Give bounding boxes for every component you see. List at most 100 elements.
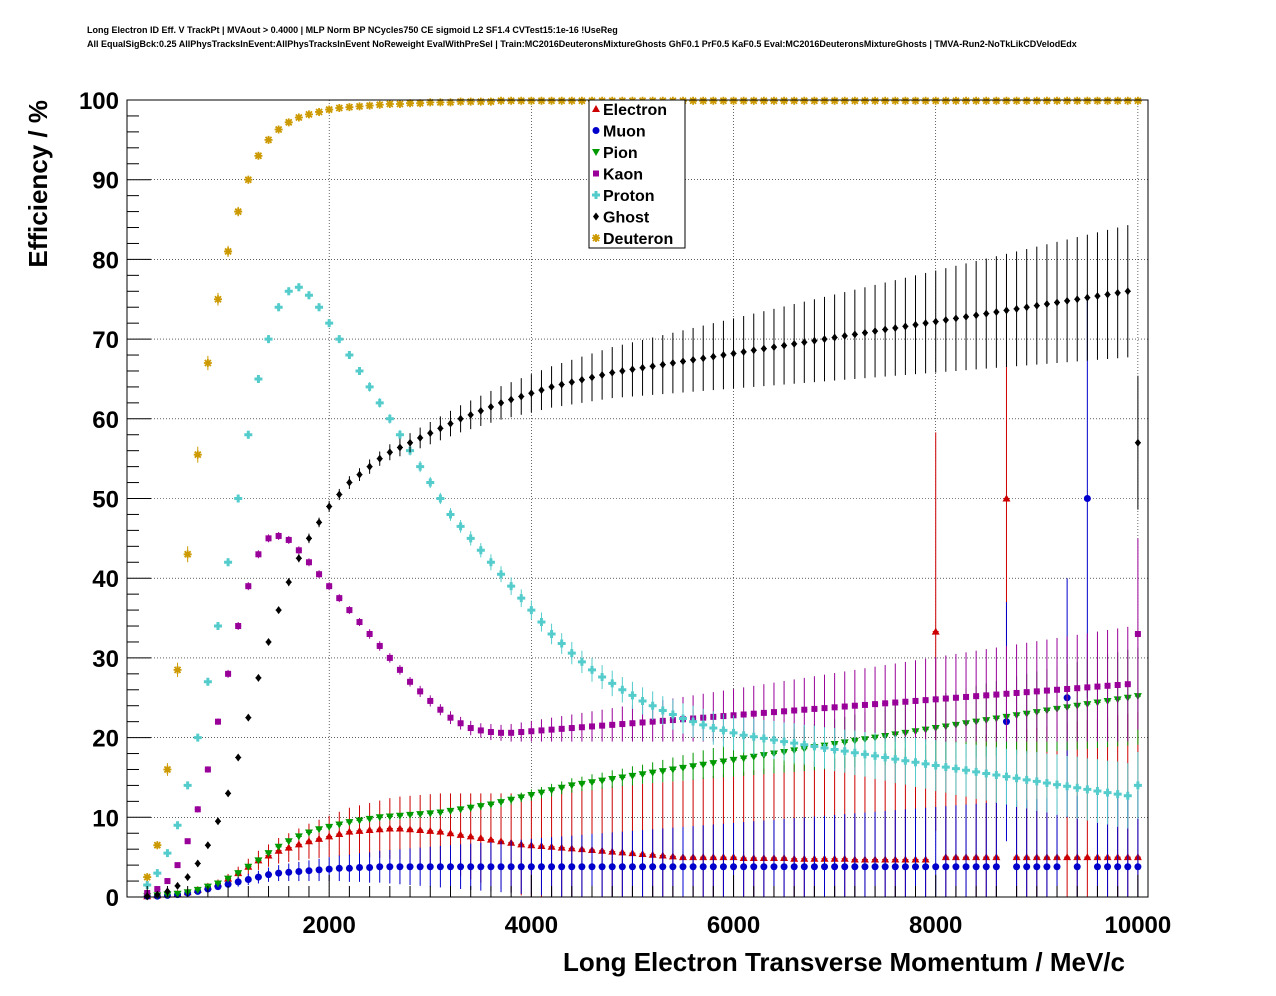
data-point	[729, 728, 738, 737]
data-point	[427, 697, 434, 704]
data-point	[446, 510, 455, 519]
data-point	[235, 753, 242, 762]
data-point	[366, 630, 373, 637]
data-point	[790, 96, 799, 105]
data-point	[275, 606, 282, 615]
data-point	[275, 532, 282, 539]
data-point	[487, 402, 494, 411]
data-point	[598, 863, 606, 871]
data-point	[173, 890, 182, 898]
data-point	[941, 96, 950, 105]
data-point	[881, 753, 890, 762]
data-point	[830, 96, 839, 105]
data-point	[558, 725, 565, 732]
data-point	[780, 96, 789, 105]
data-point	[679, 357, 686, 366]
data-point	[436, 494, 445, 503]
data-point	[396, 863, 404, 871]
data-point	[588, 779, 597, 787]
legend-label-ghost: Ghost	[603, 210, 650, 227]
data-point	[568, 863, 576, 871]
data-point	[406, 99, 415, 108]
data-point	[1124, 863, 1132, 871]
data-point	[851, 702, 858, 709]
data-point	[355, 826, 364, 834]
data-point	[416, 811, 425, 819]
data-point	[678, 764, 687, 772]
data-point	[486, 558, 495, 567]
data-point	[336, 490, 343, 499]
data-point	[406, 811, 415, 819]
data-point	[840, 747, 849, 756]
legend-label-proton: Proton	[603, 188, 655, 205]
data-point	[608, 776, 617, 784]
data-point	[466, 832, 475, 840]
data-point	[477, 406, 484, 415]
data-point	[194, 859, 201, 868]
data-point	[436, 98, 445, 107]
data-point	[356, 619, 363, 626]
data-point	[983, 309, 990, 318]
y-tick-label: 0	[106, 885, 119, 912]
data-point	[416, 826, 425, 834]
data-point	[750, 863, 758, 871]
data-point	[456, 522, 465, 531]
data-point	[173, 821, 182, 830]
data-point	[275, 869, 283, 877]
data-point	[1063, 853, 1072, 861]
data-point	[952, 694, 959, 701]
data-point	[456, 806, 465, 814]
data-point	[325, 105, 334, 114]
data-point	[750, 346, 757, 355]
data-point	[204, 841, 211, 850]
data-point	[508, 395, 515, 404]
data-point	[285, 868, 293, 876]
data-point	[577, 96, 586, 105]
data-point	[740, 711, 747, 718]
data-point	[244, 875, 252, 883]
data-point	[628, 863, 636, 871]
data-point	[345, 864, 353, 872]
data-point	[375, 814, 384, 822]
data-point	[1023, 863, 1031, 871]
data-point	[486, 835, 495, 843]
data-point	[426, 98, 435, 107]
data-point	[508, 729, 515, 736]
data-point	[346, 607, 353, 614]
data-point	[770, 863, 778, 871]
data-point	[901, 756, 910, 765]
data-point	[699, 761, 708, 769]
data-point	[345, 351, 354, 360]
data-point	[436, 827, 445, 835]
data-point	[1084, 684, 1091, 691]
data-point	[1042, 96, 1051, 105]
data-point	[618, 685, 627, 694]
legend-marker-muon	[592, 127, 600, 134]
data-point	[284, 838, 293, 846]
data-point	[1093, 863, 1101, 871]
data-point	[750, 710, 757, 717]
data-point	[931, 761, 940, 770]
data-point	[619, 366, 626, 375]
data-point	[538, 727, 545, 734]
data-point	[1094, 292, 1101, 301]
data-point	[365, 382, 374, 391]
legend-marker-deuteron	[592, 234, 600, 242]
data-point	[1043, 863, 1051, 871]
data-point	[375, 825, 384, 833]
data-point	[1134, 438, 1141, 447]
data-point	[376, 863, 384, 871]
data-point	[831, 333, 838, 342]
data-point	[901, 96, 910, 105]
data-point	[760, 344, 767, 353]
x-tick-label: 6000	[707, 912, 760, 939]
data-point	[820, 743, 829, 752]
data-point	[436, 863, 444, 871]
data-point	[184, 838, 191, 845]
data-point	[203, 359, 212, 368]
data-point	[235, 623, 242, 630]
data-point	[285, 578, 292, 587]
data-point	[982, 769, 991, 778]
data-point	[1094, 683, 1101, 690]
